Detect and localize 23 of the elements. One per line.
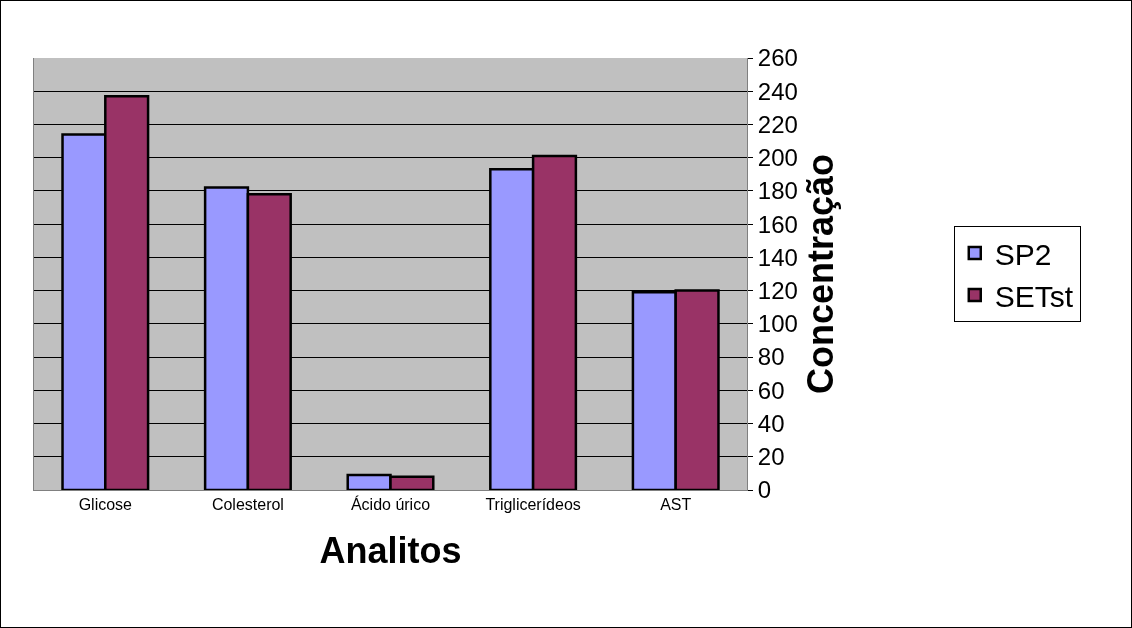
y-tick-label: 180 [757, 177, 798, 205]
y-tick-label: 160 [757, 210, 798, 238]
y-tick-label: 100 [757, 310, 798, 338]
legend-label: SETst [994, 279, 1074, 313]
y-tick-label: 0 [757, 476, 772, 504]
y-tick-label: 80 [757, 343, 785, 371]
y-tick-label: 40 [757, 409, 785, 437]
y-tick-label: 220 [757, 110, 798, 138]
x-tick-label: Glicose [78, 496, 133, 514]
y-tick-label: 120 [757, 277, 798, 305]
x-tick-label: Colesterol [211, 496, 284, 514]
y-tick-label: 240 [757, 77, 798, 105]
y-tick-label: 20 [757, 443, 785, 471]
x-tick-label: Triglicerídeos [485, 496, 581, 514]
x-tick-label: AST [660, 496, 692, 514]
x-tick-label: Ácido úrico [350, 495, 431, 514]
legend-label: SP2 [994, 237, 1052, 271]
y-tick-label: 140 [757, 243, 798, 271]
y-tick-label: 200 [757, 144, 798, 172]
y-axis-title: Concentração [799, 153, 841, 395]
y-tick-label: 60 [757, 376, 785, 404]
y-tick-label: 260 [757, 44, 798, 72]
x-axis-title: Analitos [319, 529, 462, 571]
